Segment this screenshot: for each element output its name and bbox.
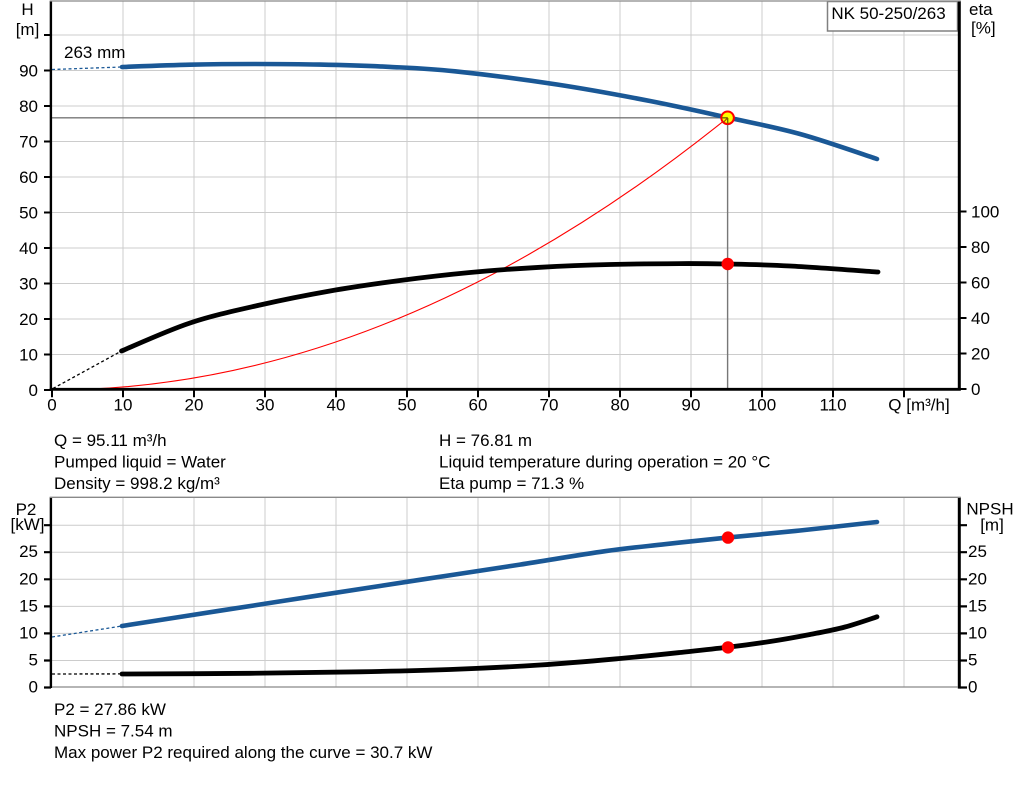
svg-text:25: 25 xyxy=(968,542,987,561)
svg-text:0: 0 xyxy=(29,381,38,400)
svg-text:80: 80 xyxy=(19,97,38,116)
svg-text:60: 60 xyxy=(971,274,990,293)
svg-text:100: 100 xyxy=(971,203,999,222)
svg-text:H: H xyxy=(21,0,33,19)
svg-text:[m]: [m] xyxy=(16,20,40,39)
svg-text:10: 10 xyxy=(968,623,987,642)
svg-text:110: 110 xyxy=(819,396,846,415)
svg-text:[%]: [%] xyxy=(971,19,996,38)
svg-text:Q [m³/h]: Q [m³/h] xyxy=(888,396,949,415)
svg-text:Pumped liquid = Water: Pumped liquid = Water xyxy=(54,453,226,472)
svg-text:Q = 95.11 m³/h: Q = 95.11 m³/h xyxy=(54,431,167,450)
svg-text:70: 70 xyxy=(19,133,38,152)
svg-text:40: 40 xyxy=(19,239,38,258)
svg-text:20: 20 xyxy=(19,569,38,588)
svg-text:50: 50 xyxy=(19,204,38,223)
svg-text:eta: eta xyxy=(969,0,993,19)
svg-text:100: 100 xyxy=(748,396,776,415)
svg-text:15: 15 xyxy=(968,596,987,615)
svg-text:P2: P2 xyxy=(16,500,37,519)
svg-text:NK 50-250/263: NK 50-250/263 xyxy=(831,4,945,23)
svg-text:20: 20 xyxy=(185,396,204,415)
svg-text:70: 70 xyxy=(540,396,559,415)
svg-text:10: 10 xyxy=(19,623,38,642)
svg-text:20: 20 xyxy=(968,569,987,588)
svg-text:90: 90 xyxy=(682,396,701,415)
svg-text:40: 40 xyxy=(971,309,990,328)
svg-text:20: 20 xyxy=(19,310,38,329)
svg-text:20: 20 xyxy=(971,345,990,364)
svg-text:0: 0 xyxy=(968,678,977,697)
svg-text:40: 40 xyxy=(327,396,346,415)
svg-text:0: 0 xyxy=(47,396,56,415)
svg-text:NPSH: NPSH xyxy=(966,500,1013,519)
svg-text:5: 5 xyxy=(29,651,38,670)
svg-text:5: 5 xyxy=(968,651,977,670)
svg-text:15: 15 xyxy=(19,596,38,615)
svg-text:25: 25 xyxy=(19,542,38,561)
svg-text:10: 10 xyxy=(114,396,133,415)
svg-text:Density = 998.2 kg/m³: Density = 998.2 kg/m³ xyxy=(54,474,220,493)
svg-text:90: 90 xyxy=(19,62,38,81)
svg-text:30: 30 xyxy=(256,396,275,415)
svg-text:NPSH = 7.54 m: NPSH = 7.54 m xyxy=(54,722,173,741)
svg-text:0: 0 xyxy=(29,678,38,697)
svg-text:10: 10 xyxy=(19,346,38,365)
svg-text:[m]: [m] xyxy=(980,516,1004,535)
svg-text:60: 60 xyxy=(469,396,488,415)
svg-text:Liquid temperature during oper: Liquid temperature during operation = 20… xyxy=(439,453,770,472)
svg-text:[kW]: [kW] xyxy=(11,515,45,534)
svg-text:80: 80 xyxy=(611,396,630,415)
svg-text:60: 60 xyxy=(19,168,38,187)
svg-text:50: 50 xyxy=(398,396,417,415)
svg-text:Eta pump = 71.3 %: Eta pump = 71.3 % xyxy=(439,474,584,493)
svg-text:Max power P2 required along th: Max power P2 required along the curve = … xyxy=(54,743,432,762)
svg-text:0: 0 xyxy=(971,380,980,399)
svg-text:80: 80 xyxy=(971,238,990,257)
svg-text:H = 76.81 m: H = 76.81 m xyxy=(439,431,532,450)
svg-text:P2 = 27.86 kW: P2 = 27.86 kW xyxy=(54,700,166,719)
svg-text:30: 30 xyxy=(19,275,38,294)
svg-text:263 mm: 263 mm xyxy=(64,43,125,62)
